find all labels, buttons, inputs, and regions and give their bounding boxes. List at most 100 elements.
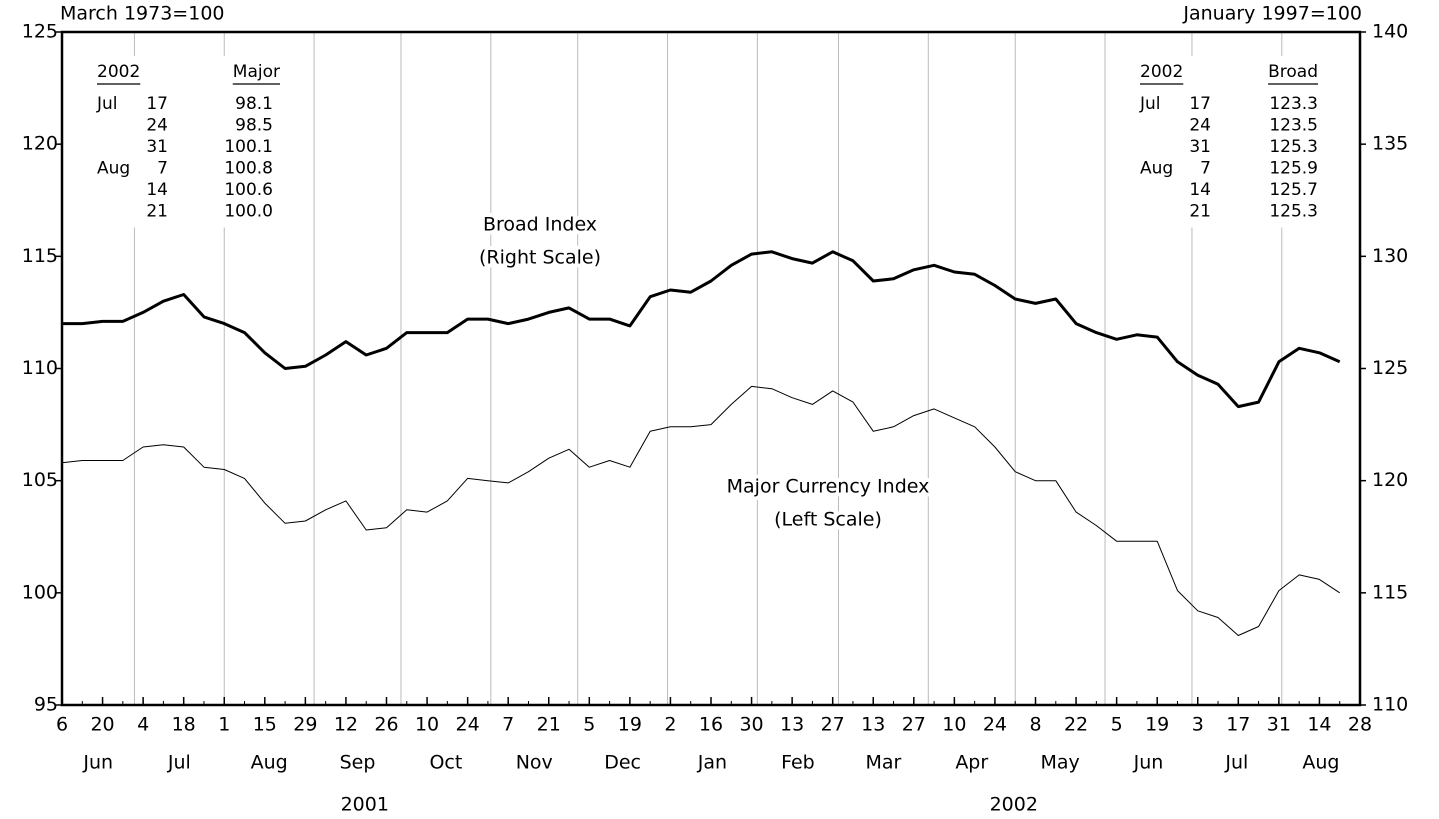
x-tick-label: 13: [861, 714, 885, 736]
month-label: Dec: [604, 752, 641, 774]
table-day: 31: [1189, 137, 1211, 157]
month-label: Apr: [955, 752, 988, 774]
table-value: 123.3: [1269, 94, 1318, 114]
table-value: 98.5: [235, 116, 273, 136]
x-tick-label: 19: [618, 714, 642, 736]
x-tick-label: 5: [1111, 714, 1123, 736]
y2-tick-label: 130: [1372, 245, 1408, 267]
table-value: 100.8: [224, 159, 273, 179]
table-day: 14: [1189, 180, 1211, 200]
table-day: 7: [157, 159, 168, 179]
table-day: 17: [1189, 94, 1211, 114]
year-label: 2002: [990, 794, 1038, 816]
x-tick-label: 10: [942, 714, 966, 736]
y-tick-label: 105: [22, 469, 58, 491]
table-day: 24: [146, 116, 168, 136]
y-tick-label: 125: [22, 21, 58, 43]
x-tick-label: 24: [983, 714, 1007, 736]
month-label: Aug: [1302, 752, 1339, 774]
table-value: 100.0: [224, 202, 273, 222]
x-tick-label: 17: [1226, 714, 1250, 736]
month-label: Jul: [1224, 752, 1248, 774]
table-value: 100.6: [224, 180, 273, 200]
y2-tick-label: 110: [1372, 694, 1408, 716]
table-month: Jul: [1139, 94, 1161, 114]
marks: [61, 250, 1341, 636]
month-label: Jul: [167, 752, 191, 774]
table-day: 24: [1189, 116, 1211, 136]
grid: Broad Index (Right Scale) Major Currency I…: [56, 30, 1366, 707]
table-day: 14: [146, 180, 168, 200]
table-day: 7: [1200, 159, 1211, 179]
series-line: [61, 385, 1340, 636]
x-tick-label: 22: [1064, 714, 1088, 736]
table-value: 98.1: [235, 94, 273, 114]
month-label: Oct: [429, 752, 462, 774]
table-month: Aug: [1140, 159, 1173, 179]
x-tick-label: 12: [334, 714, 358, 736]
table-month: Aug: [97, 159, 130, 179]
data-table: 2002 Broad Jul 17 123.3 24 123.5 31 125.3 Aug 7 125…: [1131, 56, 1326, 228]
y-tick-label: 120: [22, 133, 58, 155]
x-tick-label: 30: [739, 714, 763, 736]
y2-tick-label: 120: [1372, 469, 1408, 491]
x-tick-label: 2: [664, 714, 676, 736]
right-unit: January 1997=100: [1182, 3, 1362, 25]
y-tick-label: 95: [34, 694, 58, 716]
annotation: (Left Scale): [774, 509, 882, 531]
table-header: 2002: [97, 62, 140, 82]
table-header: Broad: [1268, 62, 1318, 82]
x-tick-label: 20: [90, 714, 114, 736]
y2-tick-label: 115: [1372, 581, 1408, 603]
table-value: 125.3: [1269, 137, 1318, 157]
x-tick-label: 4: [137, 714, 149, 736]
month-label: Nov: [516, 752, 553, 774]
x-tick-label: 8: [1029, 714, 1041, 736]
x-tick-label: 1: [218, 714, 230, 736]
annotation: (Right Scale): [479, 247, 601, 269]
x-tick-label: 29: [293, 714, 317, 736]
month-label: Sep: [340, 752, 376, 774]
x-tick-label: 16: [699, 714, 723, 736]
month-label: Aug: [251, 752, 288, 774]
x-tick-label: 27: [902, 714, 926, 736]
labels: March 1973=100 January 1997=100 Jun Jul Au…: [22, 3, 1409, 816]
month-label: Mar: [865, 752, 901, 774]
x-tick-label: 3: [1192, 714, 1204, 736]
month-label: Jun: [82, 752, 113, 774]
x-tick-label: 26: [374, 714, 398, 736]
table-day: 31: [146, 137, 168, 157]
x-tick-label: 14: [1307, 714, 1331, 736]
table-day: 21: [1189, 202, 1211, 222]
table-month: Jul: [96, 94, 118, 114]
x-tick-label: 15: [253, 714, 277, 736]
y2-tick-label: 125: [1372, 357, 1408, 379]
table-day: 21: [146, 202, 168, 222]
data-table: 2002 Major Jul 17 98.1 24 98.5 31 100.1 Aug 7 100.8…: [88, 56, 289, 228]
table-value: 100.1: [224, 137, 273, 157]
year-label: 2001: [341, 794, 389, 816]
x-tick-label: 19: [1145, 714, 1169, 736]
month-label: Feb: [781, 752, 815, 774]
x-tick-label: 13: [780, 714, 804, 736]
month-label: May: [1040, 752, 1079, 774]
x-tick-label: 28: [1348, 714, 1372, 736]
y-tick-label: 110: [22, 357, 58, 379]
table-header: Major: [233, 62, 280, 82]
x-tick-label: 27: [821, 714, 845, 736]
x-tick-label: 31: [1267, 714, 1291, 736]
table-day: 17: [146, 94, 168, 114]
x-tick-label: 24: [456, 714, 480, 736]
month-label: Jan: [697, 752, 727, 774]
y-tick-label: 115: [22, 245, 58, 267]
x-tick-label: 6: [56, 714, 68, 736]
x-tick-label: 10: [415, 714, 439, 736]
x-tick-label: 7: [502, 714, 514, 736]
y-tick-label: 100: [22, 581, 58, 603]
plot-frame: [60, 30, 1362, 707]
y2-tick-label: 140: [1372, 21, 1408, 43]
x-tick-label: 21: [537, 714, 561, 736]
annotation: Major Currency Index: [727, 476, 930, 498]
series-line: [62, 250, 1341, 409]
